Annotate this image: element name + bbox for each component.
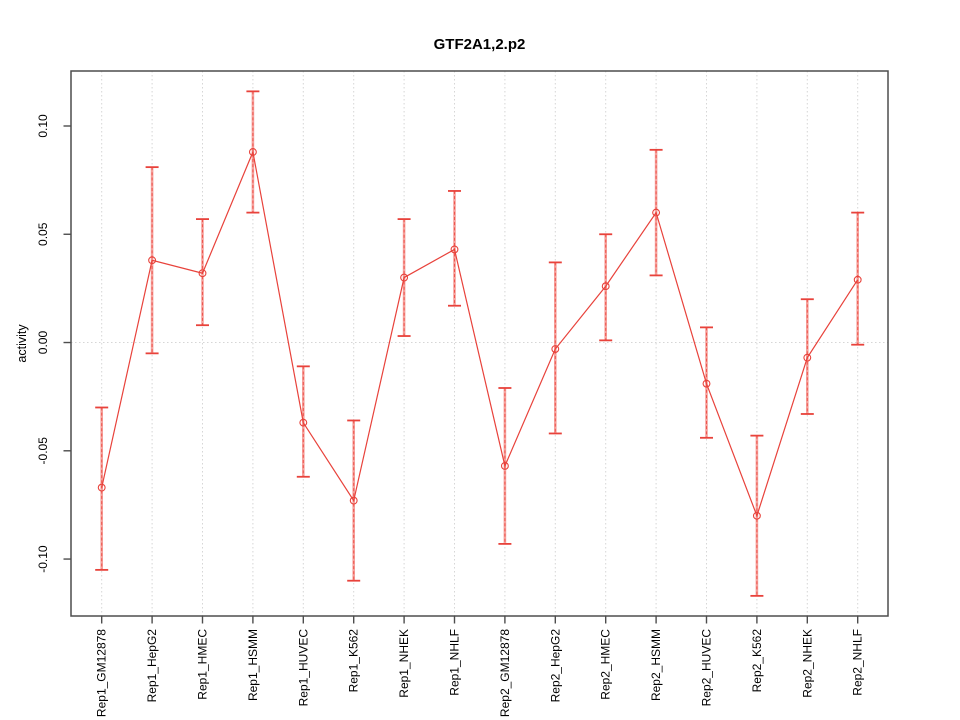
plot-box [70, 70, 889, 617]
x-tick-label: Rep2_HUVEC [700, 629, 714, 707]
data-point [450, 245, 459, 254]
data-point [198, 269, 207, 278]
x-tick-label: Rep1_HMEC [196, 629, 210, 700]
data-point [601, 282, 610, 291]
x-tick-label: Rep1_K562 [347, 629, 361, 693]
data-point [803, 353, 812, 362]
data-point [400, 273, 409, 282]
data-point [551, 345, 560, 353]
x-tick-label: Rep1_HSMM [246, 629, 260, 701]
x-tick-label: Rep2_GM12878 [498, 629, 512, 717]
data-point [148, 256, 157, 265]
data-point [702, 379, 711, 388]
x-tick-label: Rep2_HSMM [649, 629, 663, 701]
x-tick-label: Rep1_NHLF [448, 629, 462, 696]
x-tick-label: Rep2_NHLF [851, 629, 865, 696]
x-tick-label: Rep2_NHEK [800, 629, 814, 698]
y-tick-label: -0.05 [36, 437, 50, 465]
x-tick-label: Rep1_GM12878 [95, 629, 109, 717]
data-point [652, 208, 661, 217]
y-tick-label: 0.05 [36, 222, 50, 246]
x-tick-label: Rep1_NHEK [397, 629, 411, 698]
data-point [752, 511, 761, 520]
series-line [101, 149, 859, 518]
data-point [97, 483, 106, 492]
data-point [853, 275, 862, 284]
x-tick-label: Rep1_HepG2 [145, 629, 159, 703]
x-tick-label: Rep2_HepG2 [548, 629, 562, 703]
x-tick-label: Rep2_HMEC [599, 629, 613, 700]
y-tick-label: 0.10 [36, 114, 50, 138]
x-tick-label: Rep2_K562 [750, 629, 764, 693]
y-tick-label: -0.10 [36, 545, 50, 573]
data-point [349, 496, 358, 505]
data-point [500, 461, 509, 470]
data-point [248, 148, 257, 156]
y-axis-label: activity [15, 324, 29, 363]
data-point [299, 418, 308, 427]
chart-title: GTF2A1,2.p2 [434, 36, 526, 53]
x-tick-label: Rep1_HUVEC [296, 629, 310, 707]
plot-area: -0.10 -0.05 0.00 0.05 0.10 Rep1_GM12878 Rep1_H… [36, 70, 889, 717]
y-tick-label: 0.00 [36, 331, 50, 355]
